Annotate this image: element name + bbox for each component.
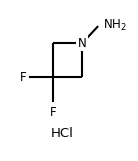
Text: NH$_2$: NH$_2$ xyxy=(103,18,127,33)
Text: HCl: HCl xyxy=(51,127,74,140)
Text: F: F xyxy=(20,71,27,84)
Text: F: F xyxy=(50,106,56,119)
Text: N: N xyxy=(78,37,87,50)
